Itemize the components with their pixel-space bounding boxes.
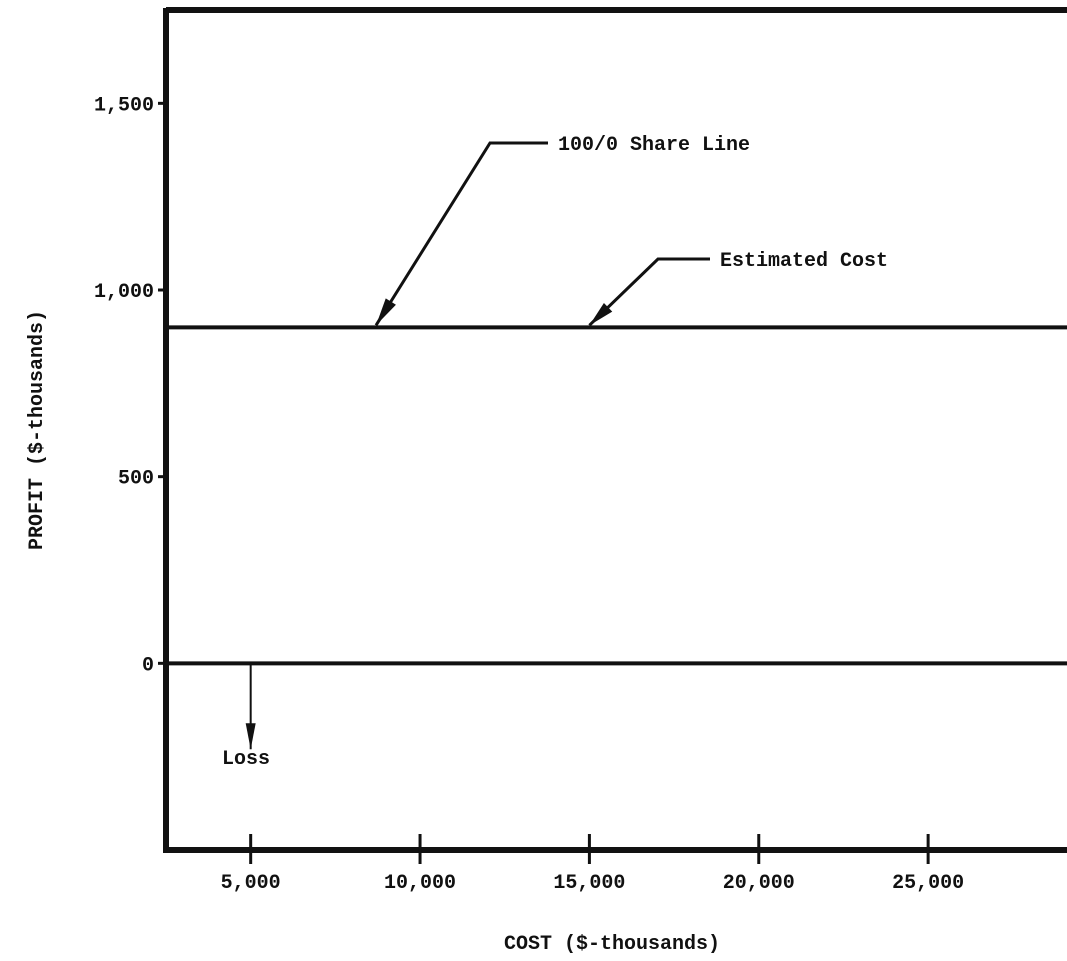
annotation-share-line: 100/0 Share Line [374, 134, 750, 327]
share-line-arrowhead [376, 298, 396, 326]
y-tick-label-1: 1,000 [94, 281, 154, 304]
y-ticks: 1,500 1,000 500 0 [94, 94, 166, 677]
y-tick-label-3: 0 [142, 654, 154, 677]
x-ticks: 5,000 10,000 15,000 20,000 25,000 [221, 834, 964, 895]
annotation-estimated-cost: Estimated Cost [588, 250, 888, 327]
x-tick-label-0: 5,000 [221, 872, 281, 895]
y-axis-label: PROFIT ($-thousands) [26, 310, 49, 550]
y-tick-label-0: 1,500 [94, 94, 154, 117]
share-line-arrow [374, 141, 548, 327]
x-tick-label-2: 15,000 [553, 872, 625, 895]
annotation-loss: Loss [222, 663, 270, 771]
estimated-cost-label: Estimated Cost [720, 250, 888, 273]
x-tick-label-3: 20,000 [723, 872, 795, 895]
x-axis-label: COST ($-thousands) [504, 933, 720, 956]
estimated-cost-arrow [588, 257, 710, 327]
x-tick-label-4: 25,000 [892, 872, 964, 895]
loss-arrowhead [245, 723, 256, 750]
share-line-label: 100/0 Share Line [558, 134, 750, 157]
y-tick-label-2: 500 [118, 468, 154, 491]
loss-label: Loss [222, 748, 270, 771]
estimated-cost-arrowhead [589, 302, 613, 326]
x-tick-label-1: 10,000 [384, 872, 456, 895]
